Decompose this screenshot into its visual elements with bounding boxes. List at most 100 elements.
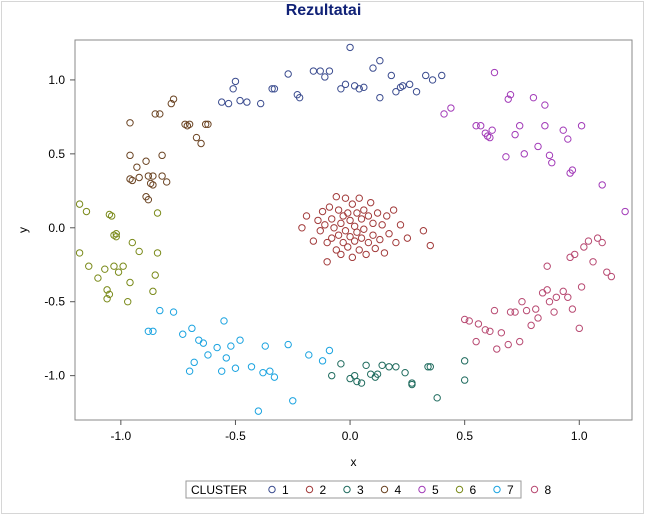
- data-point: [348, 200, 357, 208]
- data-point: [577, 122, 586, 130]
- data-point: [158, 151, 166, 160]
- legend: CLUSTER 1 2 3 4 5 6 7 8: [185, 480, 552, 499]
- data-point: [75, 200, 84, 208]
- x-tick-label: 1.0: [571, 429, 588, 443]
- data-point: [149, 181, 157, 189]
- data-point: [383, 212, 391, 220]
- data-point: [357, 379, 366, 387]
- data-point: [229, 85, 237, 93]
- data-point: [405, 80, 414, 89]
- legend-marker-6: [455, 485, 464, 494]
- data-point: [532, 305, 540, 313]
- data-point: [204, 351, 212, 359]
- data-point: [598, 238, 606, 247]
- data-point: [621, 207, 629, 216]
- data-point: [360, 206, 368, 214]
- data-point: [481, 326, 490, 334]
- data-point: [360, 225, 368, 233]
- y-tick-label: 1.0: [48, 73, 65, 87]
- legend-box: [185, 480, 522, 499]
- legend-entry-3: 3: [357, 483, 364, 497]
- data-point: [325, 346, 334, 355]
- legend-entry-5: 5: [432, 483, 439, 497]
- data-point: [94, 274, 102, 282]
- series-cluster-5: [440, 68, 629, 216]
- data-point: [158, 172, 166, 180]
- data-point: [114, 268, 123, 276]
- data-point: [254, 407, 263, 415]
- data-point: [314, 216, 322, 225]
- data-point: [179, 330, 187, 338]
- data-point: [295, 93, 304, 102]
- plot-border: [74, 39, 633, 421]
- data-point: [392, 88, 400, 96]
- data-point: [440, 110, 448, 118]
- data-point: [231, 364, 240, 372]
- data-point: [192, 133, 201, 142]
- data-point: [366, 198, 375, 207]
- data-point: [401, 368, 409, 377]
- data-point: [570, 250, 579, 259]
- y-axis-label: y: [16, 227, 30, 233]
- data-point: [341, 80, 350, 89]
- data-point: [133, 163, 141, 171]
- data-point: [169, 95, 178, 103]
- data-point: [426, 363, 434, 371]
- data-point: [373, 209, 382, 217]
- legend-marker-5: [418, 485, 426, 494]
- data-point: [357, 215, 366, 223]
- data-point: [350, 237, 359, 245]
- data-point: [149, 327, 157, 335]
- data-point: [472, 337, 480, 346]
- data-point: [488, 126, 496, 134]
- data-point: [568, 305, 577, 313]
- series-cluster-3: [328, 357, 469, 402]
- data-point: [490, 306, 499, 315]
- data-point: [284, 340, 292, 349]
- data-point: [369, 231, 377, 239]
- data-point: [190, 358, 198, 367]
- data-point: [408, 380, 416, 389]
- data-point: [224, 99, 233, 108]
- data-point: [227, 342, 235, 350]
- series-cluster-8: [460, 234, 616, 353]
- data-point: [460, 357, 469, 365]
- data-point: [149, 172, 157, 180]
- data-point: [213, 343, 221, 352]
- data-point: [328, 234, 336, 242]
- data-point: [373, 370, 382, 378]
- data-point: [325, 67, 334, 75]
- data-point: [376, 235, 384, 244]
- data-point: [378, 361, 386, 369]
- x-tick-label: 0.5: [456, 429, 473, 443]
- legend-entry-4: 4: [395, 483, 402, 497]
- data-point: [298, 224, 306, 232]
- data-point: [603, 268, 611, 276]
- data-point: [289, 397, 297, 405]
- data-point: [318, 357, 327, 365]
- legend-entry-7: 7: [507, 483, 514, 497]
- data-point: [515, 337, 524, 346]
- data-point: [568, 166, 577, 174]
- data-point: [144, 172, 153, 180]
- data-point: [518, 298, 526, 306]
- data-point: [438, 71, 446, 80]
- data-point: [493, 345, 501, 353]
- data-point: [284, 70, 292, 78]
- data-point: [126, 278, 134, 287]
- data-point: [337, 219, 345, 228]
- data-point: [369, 219, 377, 228]
- data-point: [126, 151, 134, 160]
- y-tick-label: -1.0: [44, 369, 65, 383]
- data-point: [545, 298, 554, 306]
- data-point: [378, 221, 386, 229]
- data-point: [169, 308, 178, 316]
- data-point: [337, 360, 345, 368]
- data-point: [419, 227, 428, 235]
- data-point: [472, 122, 480, 130]
- data-point: [126, 119, 134, 127]
- legend-marker-8: [530, 485, 539, 494]
- data-point: [346, 43, 354, 52]
- data-point: [151, 110, 159, 118]
- data-point: [112, 232, 120, 241]
